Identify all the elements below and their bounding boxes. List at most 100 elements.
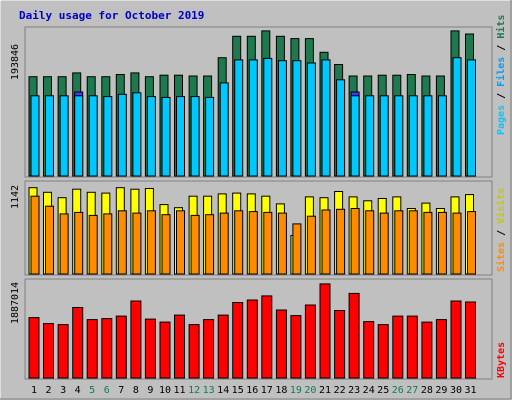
chart-title: Daily usage for October 2019 bbox=[19, 9, 204, 22]
legend-files: Files bbox=[495, 57, 507, 87]
kbytes-bar bbox=[290, 315, 302, 379]
x-tick-label: 1 bbox=[31, 385, 37, 396]
kbytes-bar bbox=[261, 295, 273, 379]
sites-bar bbox=[263, 211, 273, 275]
files-bar bbox=[437, 95, 447, 177]
kbytes-bar bbox=[435, 319, 447, 379]
x-axis-labels: 1 2 3 4 5 6 7 8 9 10 11 12 13 14 15 16 17 18 19 20 21 22 23 24 2… bbox=[31, 385, 477, 396]
kbytes-bar bbox=[275, 309, 287, 379]
sites-bar bbox=[45, 205, 54, 275]
kbytes-bar bbox=[144, 318, 156, 379]
sites-bar bbox=[59, 213, 69, 275]
kbytes-bar bbox=[465, 301, 476, 379]
files-bar bbox=[379, 95, 389, 177]
x-tick-label: 16 bbox=[246, 385, 258, 396]
files-bar bbox=[45, 95, 54, 177]
sites-bar bbox=[408, 210, 418, 275]
files-bar bbox=[103, 96, 113, 177]
x-tick-label: 21 bbox=[319, 385, 331, 396]
files-bar bbox=[59, 95, 69, 177]
files-bar bbox=[467, 59, 476, 177]
files-bar bbox=[423, 95, 433, 177]
kbytes-bar bbox=[334, 310, 346, 379]
kbytes-bar bbox=[72, 307, 84, 379]
kbytes-bar bbox=[392, 315, 404, 379]
x-tick-label: 10 bbox=[159, 385, 171, 396]
sites-bar bbox=[103, 213, 113, 275]
sites-bar bbox=[176, 210, 185, 275]
sites-bar bbox=[306, 215, 316, 275]
x-tick-label: 3 bbox=[60, 385, 66, 396]
kbytes-bar bbox=[43, 323, 54, 379]
x-tick-label: 23 bbox=[348, 385, 360, 396]
sites-bar bbox=[219, 212, 229, 275]
x-tick-label: 9 bbox=[147, 385, 153, 396]
kbytes-bar bbox=[115, 315, 127, 379]
kbytes-bar bbox=[86, 319, 98, 379]
sites-bar bbox=[248, 211, 258, 275]
x-tick-label: 17 bbox=[261, 385, 273, 396]
files-bar bbox=[365, 95, 375, 177]
files-bar bbox=[394, 95, 404, 177]
x-tick-label: 28 bbox=[421, 385, 433, 396]
sites-bar bbox=[394, 210, 404, 275]
kbytes-bar bbox=[130, 300, 142, 379]
sites-bar bbox=[336, 208, 346, 275]
kbytes-bar bbox=[57, 324, 69, 379]
kbytes-bar bbox=[101, 318, 113, 379]
kbytes-bar bbox=[348, 292, 360, 379]
kbytes-bar bbox=[203, 319, 215, 379]
kbytes-bar bbox=[363, 321, 375, 379]
sites-bar bbox=[423, 211, 433, 275]
x-tick-label: 4 bbox=[75, 385, 81, 396]
kbytes-bar bbox=[421, 321, 433, 379]
x-tick-label: 15 bbox=[232, 385, 244, 396]
x-tick-label: 11 bbox=[173, 385, 185, 396]
files-bar bbox=[234, 59, 244, 177]
kbytes-bar bbox=[450, 300, 462, 379]
files-bar bbox=[408, 95, 418, 177]
kbytes-bar bbox=[28, 317, 40, 379]
sites-bar bbox=[117, 210, 127, 275]
x-tick-label: 27 bbox=[406, 385, 418, 396]
x-tick-label: 7 bbox=[118, 385, 124, 396]
kbytes-bar bbox=[377, 324, 389, 379]
kbytes-bar bbox=[304, 304, 316, 379]
sites-bar bbox=[452, 212, 462, 275]
legend-middle: Sites / Visits bbox=[495, 188, 507, 272]
kbytes-bar bbox=[319, 283, 331, 379]
files-bar bbox=[321, 59, 331, 177]
x-tick-label: 22 bbox=[334, 385, 346, 396]
files-bar bbox=[205, 96, 215, 177]
sites-bar bbox=[205, 214, 215, 275]
kbytes-bar bbox=[232, 302, 244, 379]
sites-bar bbox=[350, 208, 360, 275]
x-tick-label: 26 bbox=[392, 385, 404, 396]
legend-hits: Hits bbox=[495, 15, 507, 39]
files-bar bbox=[146, 96, 156, 177]
files-bar bbox=[132, 92, 142, 177]
files-bar bbox=[161, 96, 171, 177]
panel-top-ymax: 193846 bbox=[10, 44, 21, 80]
sites-bar bbox=[190, 214, 200, 275]
x-tick-label: 12 bbox=[188, 385, 200, 396]
sites-bar bbox=[365, 210, 375, 275]
x-tick-label: 19 bbox=[290, 385, 302, 396]
files-bar bbox=[176, 96, 185, 177]
x-tick-label: 29 bbox=[435, 385, 447, 396]
x-tick-label: 13 bbox=[203, 385, 215, 396]
sites-bar bbox=[132, 212, 142, 275]
x-tick-label: 18 bbox=[275, 385, 287, 396]
files-bar bbox=[263, 57, 273, 177]
sites-bar bbox=[74, 211, 84, 275]
x-tick-label: 8 bbox=[133, 385, 139, 396]
x-tick-label: 6 bbox=[104, 385, 110, 396]
files-bar bbox=[277, 60, 287, 177]
files-bar bbox=[350, 95, 360, 177]
files-bar bbox=[248, 59, 258, 177]
files-bar bbox=[292, 60, 302, 177]
x-tick-label: 24 bbox=[363, 385, 375, 396]
legend-pages: Pages bbox=[496, 105, 507, 135]
sites-bar bbox=[467, 211, 476, 275]
sites-bar bbox=[161, 214, 171, 275]
